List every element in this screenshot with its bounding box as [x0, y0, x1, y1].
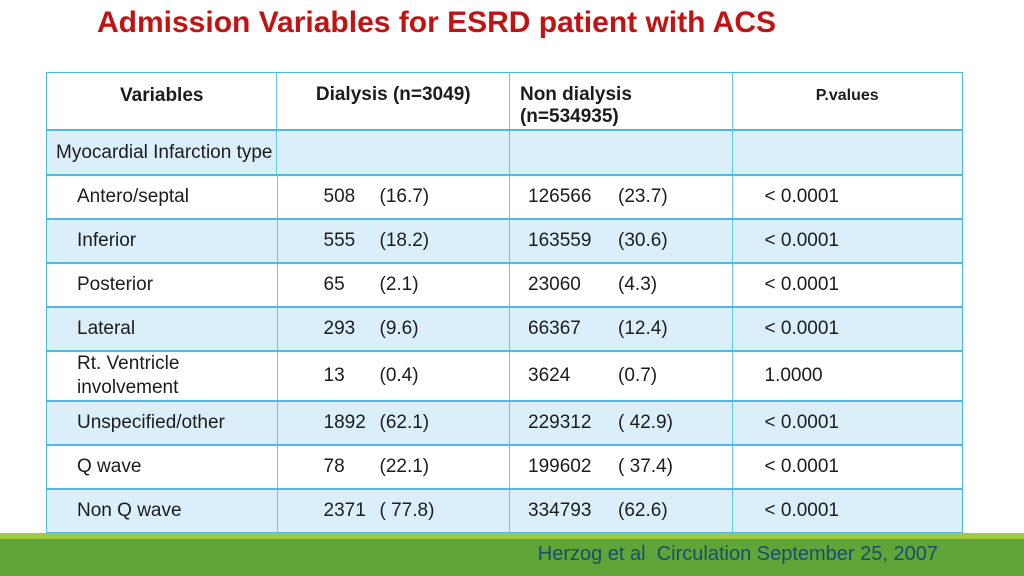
nondialysis-percent: ( 42.9) [618, 411, 673, 433]
nondialysis-cell: 334793 (62.6) [510, 489, 733, 532]
admission-variables-table: Variables Dialysis (n=3049) Non dialysis… [46, 72, 963, 533]
nondialysis-count: 126566 [528, 186, 592, 207]
nondialysis-count: 334793 [528, 499, 592, 521]
dialysis-count: 2371 [323, 499, 366, 521]
nondialysis-cell [510, 131, 733, 174]
nondialysis-cell: 199602 ( 37.4) [510, 445, 733, 488]
dialysis-cell: 1892 (62.1) [278, 401, 511, 444]
nondialysis-percent: ( 37.4) [618, 455, 673, 477]
dialysis-count: 555 [323, 230, 356, 251]
nondialysis-percent: (4.3) [618, 274, 658, 295]
pvalue-cell: < 0.0001 [764, 499, 840, 521]
variable-cell: Rt. Ventricle involvement [47, 352, 278, 400]
dialysis-percent: (22.1) [379, 455, 430, 477]
dialysis-percent: (2.1) [379, 274, 419, 295]
nondialysis-cell: 126566 (23.7) [510, 176, 733, 218]
dialysis-count: 13 [323, 364, 345, 386]
dialysis-cell: 78 (22.1) [278, 445, 511, 488]
dialysis-count: 293 [323, 318, 356, 339]
dialysis-percent: (0.4) [379, 364, 419, 386]
nondialysis-count: 23060 [528, 274, 581, 295]
dialysis-count: 65 [323, 274, 345, 295]
table-row: Antero/septal 508 (16.7) 126566 (23.7) < 0.00… [47, 174, 962, 218]
table-row: Non Q wave 2371 ( 77.8) 334793 (62.6) < 0.000… [47, 487, 962, 532]
pvalue-cell [733, 131, 963, 174]
nondialysis-cell: 66367 (12.4) [510, 308, 733, 350]
nondialysis-count: 199602 [528, 455, 592, 477]
dialysis-cell [277, 131, 510, 174]
nondialysis-count: 229312 [528, 411, 592, 433]
nondialysis-percent: (0.7) [618, 364, 658, 386]
pvalue-cell: < 0.0001 [764, 186, 840, 207]
variable-cell: Unspecified/other [47, 401, 278, 444]
dialysis-count: 1892 [323, 411, 366, 433]
nondialysis-cell: 163559 (30.6) [510, 220, 733, 262]
variable-cell: Q wave [47, 445, 278, 488]
nondialysis-count: 163559 [528, 230, 592, 251]
dialysis-cell: 65 (2.1) [278, 264, 511, 306]
pvalue-cell: < 0.0001 [764, 230, 840, 251]
dialysis-cell: 508 (16.7) [278, 176, 511, 218]
dialysis-percent: (62.1) [379, 411, 430, 433]
page-title: Admission Variables for ESRD patient wit… [97, 6, 777, 39]
pvalue-cell: < 0.0001 [764, 455, 840, 477]
nondialysis-percent: (30.6) [618, 230, 668, 251]
col-header-pvalues: P.values [815, 87, 879, 104]
bottom-bar: Herzog et al Circulation September 25, 2… [0, 539, 1024, 576]
pvalue-cell: < 0.0001 [764, 318, 840, 339]
dialysis-percent: (16.7) [379, 186, 430, 207]
nondialysis-percent: (23.7) [618, 186, 668, 207]
dialysis-percent: (18.2) [379, 230, 430, 251]
nondialysis-percent: (12.4) [618, 318, 668, 339]
nondialysis-count: 66367 [528, 318, 581, 339]
table-row: Myocardial Infarction type [47, 129, 962, 174]
variable-cell: Antero/septal [47, 176, 278, 218]
table-row: Posterior 65 (2.1) 23060 (4.3) < 0.0001 [47, 262, 962, 306]
nondialysis-cell: 23060 (4.3) [510, 264, 733, 306]
dialysis-cell: 13 (0.4) [278, 352, 511, 400]
variable-cell: Lateral [47, 308, 278, 350]
dialysis-count: 78 [323, 455, 345, 477]
variable-cell: Myocardial Infarction type [47, 131, 278, 174]
dialysis-cell: 2371 ( 77.8) [278, 489, 511, 532]
bottom-accent-strip [0, 533, 1024, 539]
variable-cell: Posterior [47, 264, 278, 306]
dialysis-percent: ( 77.8) [379, 499, 435, 521]
nondialysis-cell: 3624 (0.7) [510, 352, 733, 400]
table-row: Rt. Ventricle involvement 13 (0.4) 3624 (0.7… [47, 350, 962, 400]
dialysis-cell: 555 (18.2) [278, 220, 511, 262]
table-header-row: Variables Dialysis (n=3049) Non dialysis… [47, 73, 962, 129]
nondialysis-count: 3624 [528, 364, 571, 386]
table-row: Q wave 78 (22.1) 199602 ( 37.4) < 0.0001 [47, 443, 962, 488]
col-header-dialysis: Dialysis (n=3049) [277, 73, 510, 129]
col-header-variables: Variables [47, 73, 278, 129]
dialysis-cell: 293 (9.6) [278, 308, 511, 350]
col-header-nondialysis: Non dialysis (n=534935) [510, 73, 733, 129]
table-row: Lateral 293 (9.6) 66367 (12.4) < 0.0001 [47, 306, 962, 350]
variable-cell: Inferior [47, 220, 278, 262]
variable-cell: Non Q wave [47, 489, 278, 532]
table-row: Inferior 555 (18.2) 163559 (30.6) < 0.0001 [47, 218, 962, 262]
dialysis-count: 508 [323, 186, 356, 207]
pvalue-cell: < 0.0001 [764, 411, 840, 433]
admission-table-body: Myocardial Infarction type Antero/septal 5… [47, 129, 962, 532]
nondialysis-cell: 229312 ( 42.9) [510, 401, 733, 444]
table-row: Unspecified/other 1892 (62.1) 229312 ( 42.9)… [47, 399, 962, 444]
citation-text: Herzog et al Circulation September 25, 2… [537, 543, 938, 565]
pvalue-cell: 1.0000 [764, 364, 823, 386]
pvalue-cell: < 0.0001 [764, 274, 840, 295]
nondialysis-percent: (62.6) [618, 499, 668, 521]
dialysis-percent: (9.6) [379, 318, 419, 339]
